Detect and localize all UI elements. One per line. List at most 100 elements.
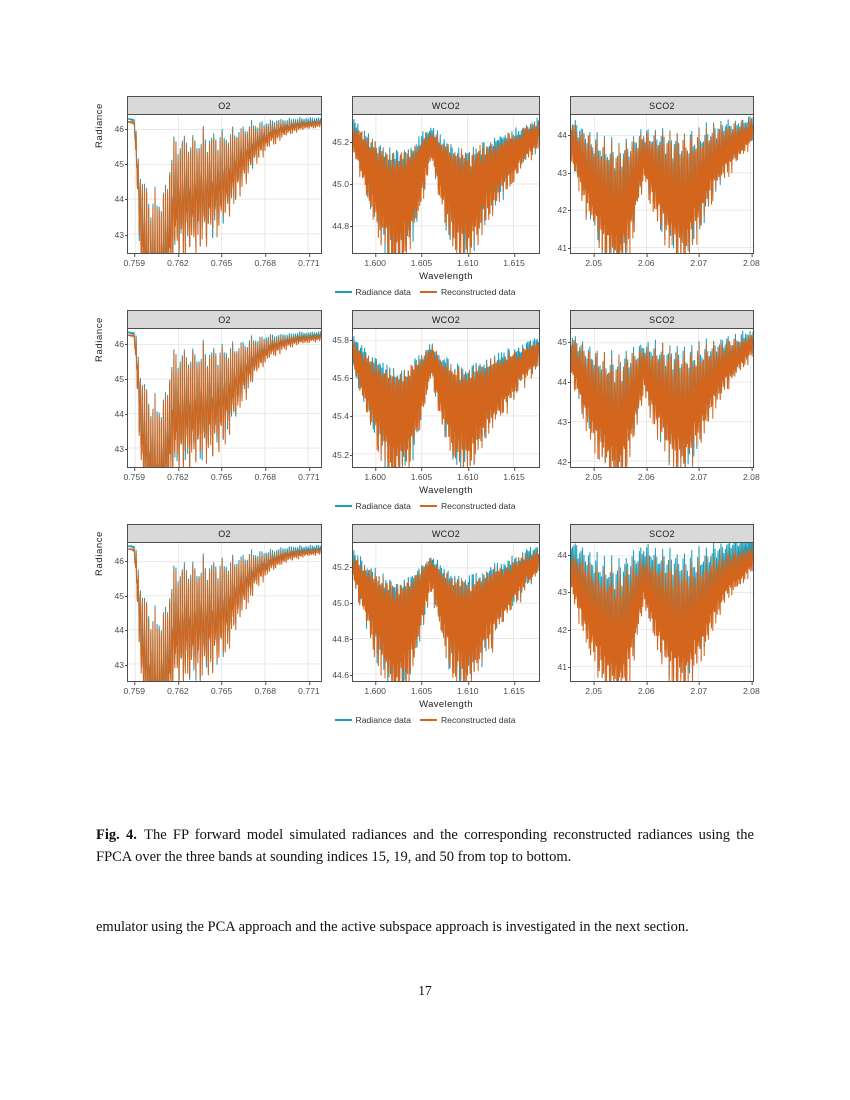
series-line	[128, 119, 321, 253]
x-tick-label: 1.615	[503, 468, 525, 482]
y-tick-label: 45.2	[332, 562, 352, 573]
y-axis-ticks: 44.6 44.8 45.0 45.2	[322, 524, 352, 682]
y-tick-label: 46	[114, 123, 127, 134]
x-axis-ticks: 1.600 1.605 1.610 1.615	[352, 682, 540, 698]
y-tick-label: 44.8	[332, 633, 352, 644]
x-tick-label: 0.762	[167, 468, 189, 482]
body-paragraph: emulator using the PCA approach and the …	[96, 919, 689, 935]
x-tick-label: 1.605	[410, 254, 433, 268]
spectrum-svg	[353, 329, 539, 467]
legend-swatch-icon	[334, 505, 352, 507]
x-tick-label: 2.06	[637, 682, 655, 696]
x-tick-label: 1.610	[456, 468, 479, 482]
spectrum-svg	[128, 329, 321, 467]
panel-row3-o2: Radiance 43 44 45 46 O2 0.759 0.762 0.765 0.768 0.…	[94, 524, 322, 698]
x-tick-label: 0.768	[254, 682, 276, 696]
x-tick-label: 2.08	[742, 682, 760, 696]
x-tick-label: 0.771	[298, 468, 320, 482]
y-tick-label: 42	[557, 457, 570, 467]
spectrum-svg	[128, 115, 321, 253]
y-axis-ticks: 45.2 45.4 45.6 45.8	[322, 310, 352, 468]
x-tick-label: 2.07	[690, 468, 708, 482]
plot-area-row1-sco2	[570, 114, 754, 254]
x-tick-label: 1.610	[456, 682, 479, 696]
legend-item[interactable]: Reconstructed data	[419, 715, 516, 725]
x-axis-ticks: 0.759 0.762 0.765 0.768 0.771	[124, 468, 322, 484]
panel-strip-wco2: WCO2	[352, 96, 540, 114]
panel-strip-o2: O2	[127, 310, 322, 328]
y-tick-label: 45.6	[332, 372, 352, 383]
spectrum-svg	[353, 543, 539, 681]
x-axis-title: Wavelength	[419, 485, 473, 496]
spectrum-svg	[128, 543, 321, 681]
legend-label: Reconstructed data	[440, 715, 516, 725]
x-tick-label: 0.765	[210, 682, 233, 696]
legend-item[interactable]: Reconstructed data	[419, 501, 515, 511]
y-tick-label: 45	[114, 373, 127, 384]
y-tick-label: 42	[557, 205, 570, 216]
panel-row1-sco2: 41 42 43 44 SCO2 2.05 2.06 2.07 2.08	[540, 96, 760, 270]
plot-area-row1-wco2	[352, 114, 540, 254]
legend-swatch-icon	[334, 291, 352, 293]
y-axis-ticks: 44.8 45.0 45.2	[322, 96, 352, 254]
figure-row-3: Radiance 43 44 45 46 O2 0.759 0.762 0.765 0.768 0.…	[94, 524, 760, 710]
x-tick-label: 0.759	[123, 682, 146, 696]
x-tick-label: 0.771	[298, 254, 320, 268]
plot-area-row2-o2	[127, 328, 322, 468]
x-tick-label: 0.765	[210, 254, 233, 268]
y-tick-label: 44	[557, 129, 570, 140]
panel-row2-wco2: 45.2 45.4 45.6 45.8 WCO2 1.600 1.605 1.610 1.615…	[322, 310, 540, 496]
plot-area-row3-o2	[127, 542, 322, 682]
y-tick-label: 45.4	[332, 411, 352, 422]
panel-strip-sco2: SCO2	[570, 524, 754, 542]
y-tick-label: 43	[557, 167, 570, 178]
x-tick-label: 0.759	[123, 254, 146, 268]
y-tick-label: 43	[114, 229, 127, 240]
plot-area-row2-wco2	[352, 328, 540, 468]
legend-label: Reconstructed data	[440, 287, 516, 297]
y-tick-label: 45.8	[332, 334, 352, 345]
x-tick-label: 0.762	[167, 682, 189, 696]
series-line	[128, 547, 321, 681]
y-tick-label: 44.6	[332, 669, 352, 680]
panel-row1-o2: Radiance 43 44 45 46 O2 0.759 0.762 0.765 0.768 0.…	[94, 96, 322, 270]
y-axis-ticks: 41 42 43 44	[540, 96, 570, 254]
y-tick-label: 45.2	[332, 136, 352, 147]
y-tick-label: 45.0	[332, 179, 352, 189]
x-axis-title: Wavelength	[419, 699, 473, 710]
y-tick-label: 43	[557, 417, 570, 427]
x-axis-title: Wavelength	[419, 271, 473, 282]
legend-item[interactable]: Radiance data	[334, 715, 411, 725]
y-tick-label: 45.2	[332, 449, 352, 460]
x-axis-ticks: 1.600 1.605 1.610 1.615	[352, 254, 540, 270]
spectrum-svg	[571, 329, 753, 467]
legend-item[interactable]: Radiance data	[334, 287, 411, 297]
series-line	[353, 341, 539, 467]
legend-label: Radiance data	[355, 501, 411, 511]
y-tick-label: 43	[114, 443, 127, 454]
x-tick-label: 2.07	[690, 254, 708, 268]
series-line	[571, 334, 753, 467]
series-line	[353, 549, 539, 681]
spectrum-svg	[353, 115, 539, 253]
x-axis-ticks: 0.759 0.762 0.765 0.768 0.771	[123, 682, 322, 698]
x-axis-ticks: 0.759 0.762 0.765 0.768 0.771	[123, 254, 322, 270]
legend-swatch-icon	[419, 505, 437, 507]
legend-row-1: Radiance data Reconstructed data	[96, 287, 754, 297]
y-tick-label: 45.0	[332, 598, 352, 609]
y-tick-label: 44	[114, 408, 127, 419]
panel-strip-sco2: SCO2	[570, 96, 754, 114]
x-axis-ticks: 2.05 2.06 2.07 2.08	[570, 468, 760, 484]
legend-item[interactable]: Reconstructed data	[419, 287, 516, 297]
x-tick-label: 0.762	[167, 254, 189, 268]
x-tick-label: 1.600	[364, 468, 386, 482]
y-tick-label: 41	[557, 243, 570, 254]
series-line	[353, 122, 539, 253]
legend-item[interactable]: Radiance data	[334, 501, 411, 511]
spectrum-svg	[571, 543, 753, 681]
x-tick-label: 2.06	[637, 254, 655, 268]
x-tick-label: 0.765	[210, 468, 233, 482]
plot-area-row2-sco2	[570, 328, 754, 468]
legend-row-3: Radiance data Reconstructed data	[96, 715, 754, 725]
y-tick-label: 44.8	[332, 221, 352, 232]
